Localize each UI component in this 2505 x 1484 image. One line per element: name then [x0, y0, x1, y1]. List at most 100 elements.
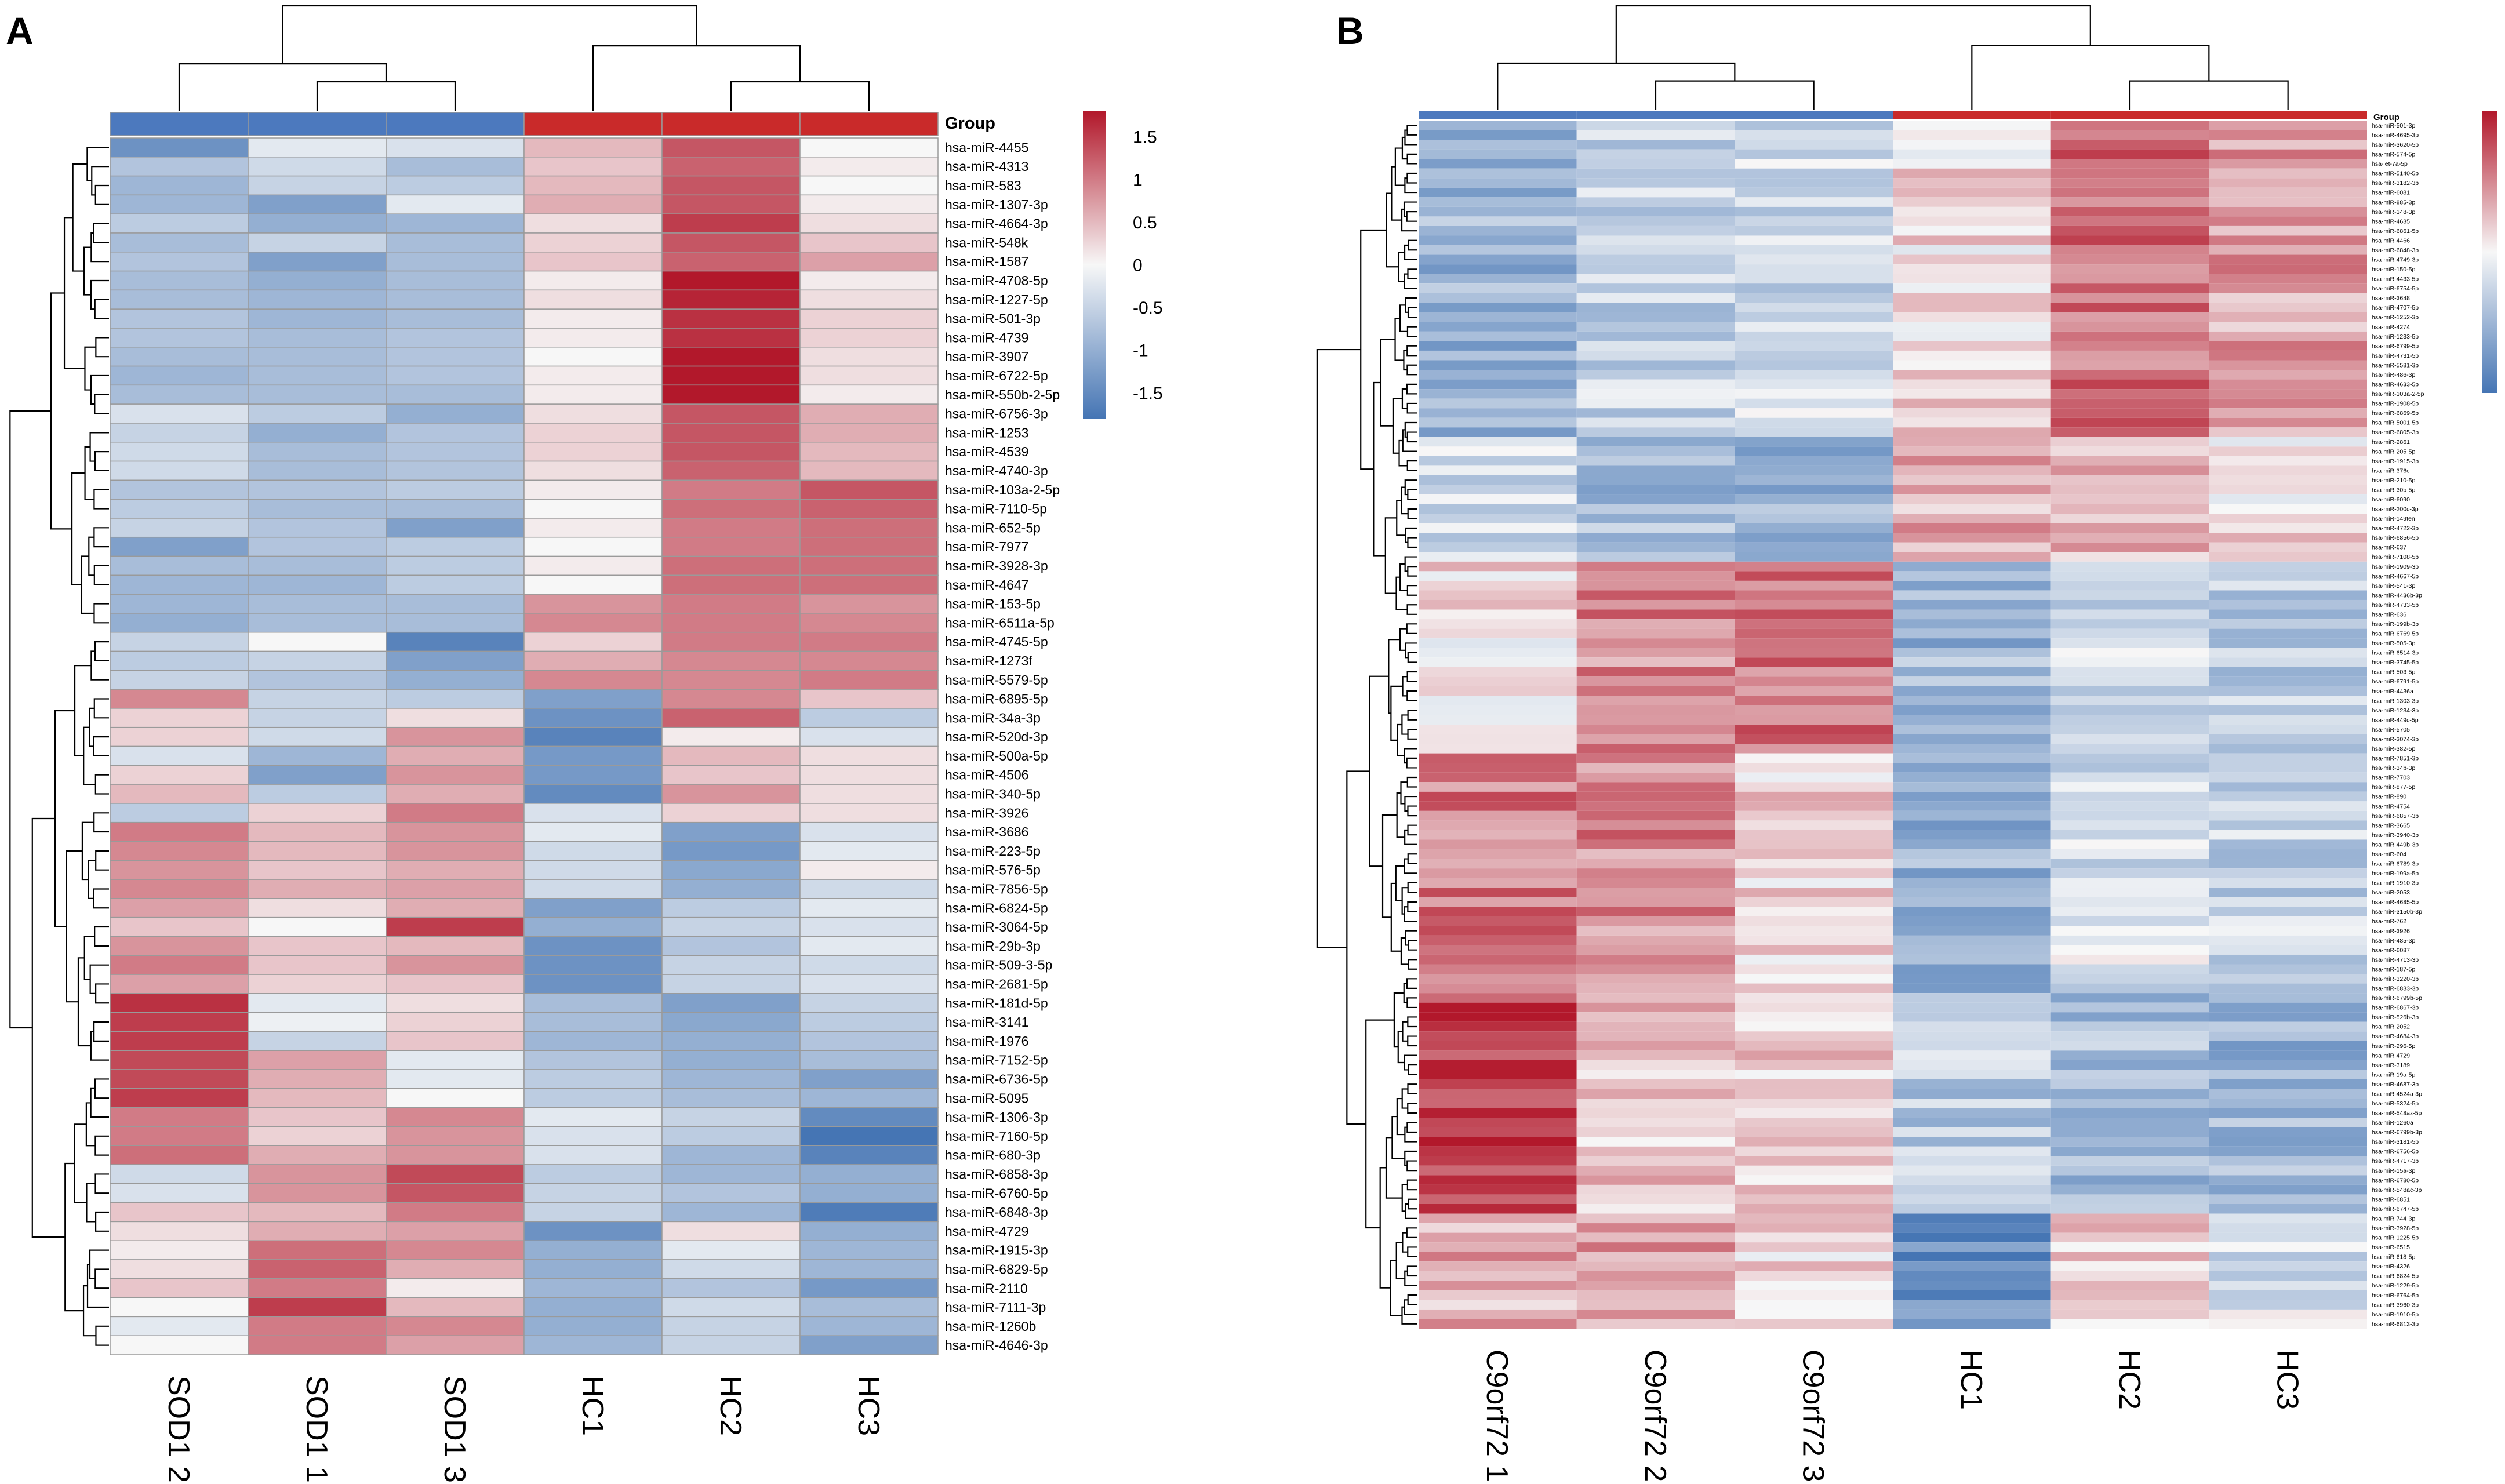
heatmap-cell: [1419, 1127, 1577, 1137]
heatmap-cell: [799, 860, 939, 880]
heatmap-cell: [1419, 1002, 1577, 1013]
heatmap-cell: [1735, 533, 1893, 543]
heatmap-cell: [523, 1183, 663, 1203]
heatmap-cell: [1419, 197, 1577, 207]
heatmap-cell: [1576, 523, 1735, 533]
heatmap-cell: [799, 1069, 939, 1089]
panel-a-group-label: Group: [945, 114, 995, 133]
heatmap-cell: [1576, 121, 1735, 130]
row-label: hsa-miR-637: [2372, 544, 2406, 551]
heatmap-cell: [1735, 1041, 1893, 1051]
heatmap-cell: [2209, 187, 2367, 198]
heatmap-cell: [386, 974, 525, 994]
heatmap-cell: [1735, 523, 1893, 533]
heatmap-cell: [2209, 1261, 2367, 1271]
dendrogram-branch: [1404, 1299, 1417, 1315]
heatmap-cell: [799, 1259, 939, 1279]
heatmap-cell: [523, 936, 663, 956]
panel-a-row-dendrogram: [9, 147, 109, 1346]
heatmap-cell: [2209, 264, 2367, 274]
heatmap-cell: [661, 784, 801, 804]
heatmap-cell: [2209, 839, 2367, 850]
heatmap-cell: [799, 1107, 939, 1127]
heatmap-cell: [1576, 130, 1735, 140]
row-label: hsa-miR-6805-3p: [2372, 429, 2419, 436]
dendrogram-branch: [1405, 930, 1417, 946]
heatmap-cell: [1893, 523, 2051, 533]
dendrogram-branch: [1404, 1126, 1417, 1143]
heatmap-cell: [386, 1183, 525, 1203]
heatmap-cell: [386, 631, 525, 652]
heatmap-cell: [1419, 849, 1577, 859]
dendrogram-branch: [93, 736, 109, 756]
heatmap-cell: [110, 365, 249, 386]
heatmap-cell: [2209, 322, 2367, 332]
heatmap-cell: [1735, 1021, 1893, 1032]
heatmap-cell: [2209, 168, 2367, 179]
heatmap-cell: [799, 879, 939, 899]
heatmap-cell: [1735, 916, 1893, 926]
row-label: hsa-miR-4745-5p: [945, 634, 1048, 649]
heatmap-cell: [2050, 504, 2209, 514]
heatmap-cell: [1419, 916, 1577, 926]
heatmap-cell: [799, 328, 939, 348]
heatmap-cell: [799, 650, 939, 671]
dendrogram-branch: [86, 1264, 109, 1308]
heatmap-cell: [2050, 1070, 2209, 1079]
heatmap-cell: [1576, 1041, 1735, 1051]
dendrogram-branch: [81, 555, 94, 614]
heatmap-cell: [110, 479, 249, 500]
heatmap-cell: [1576, 187, 1735, 198]
heatmap-cell: [386, 689, 525, 709]
dendrogram-branch: [1369, 675, 1389, 867]
heatmap-cell: [1419, 657, 1577, 667]
row-label: hsa-miR-604: [2372, 851, 2406, 858]
heatmap-cell: [1576, 149, 1735, 159]
heatmap-cell: [523, 365, 663, 386]
heatmap-cell: [1735, 1271, 1893, 1281]
dendrogram-branch: [1401, 1088, 1408, 1109]
heatmap-cell: [1419, 168, 1577, 179]
heatmap-cell: [1893, 1050, 2051, 1060]
heatmap-cell: [110, 803, 249, 823]
heatmap-cell: [2050, 1309, 2209, 1319]
dendrogram-branch: [1402, 676, 1408, 697]
row-label: hsa-miR-4733-5p: [2372, 602, 2419, 609]
group-bar-segment: [1735, 111, 1893, 119]
heatmap-cell: [1893, 293, 2051, 303]
heatmap-cell: [523, 803, 663, 823]
row-label: hsa-miR-6867-3p: [2372, 1005, 2419, 1012]
heatmap-cell: [2209, 1146, 2367, 1156]
heatmap-cell: [1576, 1242, 1735, 1252]
heatmap-cell: [1893, 744, 2051, 754]
heatmap-cell: [1576, 140, 1735, 150]
heatmap-cell: [1735, 1050, 1893, 1060]
heatmap-cell: [248, 460, 387, 481]
heatmap-cell: [1735, 744, 1893, 754]
dendrogram-branch: [1386, 192, 1399, 268]
row-label: hsa-miR-4708-5p: [945, 273, 1048, 288]
heatmap-cell: [1735, 1079, 1893, 1089]
heatmap-cell: [1419, 1031, 1577, 1041]
row-label: hsa-miR-6856-5p: [2372, 534, 2419, 541]
heatmap-cell: [2050, 542, 2209, 552]
heatmap-cell: [523, 423, 663, 443]
heatmap-cell: [2050, 830, 2209, 840]
dendrogram-branch: [1406, 125, 1417, 136]
heatmap-cell: [1735, 216, 1893, 226]
heatmap-cell: [1576, 417, 1735, 428]
heatmap-cell: [1735, 197, 1893, 207]
heatmap-cell: [386, 1202, 525, 1223]
heatmap-cell: [2209, 571, 2367, 581]
row-label: hsa-miR-1976: [945, 1034, 1028, 1049]
heatmap-cell: [799, 1297, 939, 1318]
heatmap-cell: [1419, 753, 1577, 763]
heatmap-cell: [1576, 686, 1735, 696]
heatmap-cell: [1735, 715, 1893, 725]
heatmap-cell: [1893, 379, 2051, 390]
dendrogram-branch: [1406, 383, 1417, 395]
heatmap-cell: [523, 860, 663, 880]
heatmap-cell: [1893, 983, 2051, 994]
heatmap-cell: [1735, 686, 1893, 696]
dendrogram-branch: [1404, 244, 1417, 260]
